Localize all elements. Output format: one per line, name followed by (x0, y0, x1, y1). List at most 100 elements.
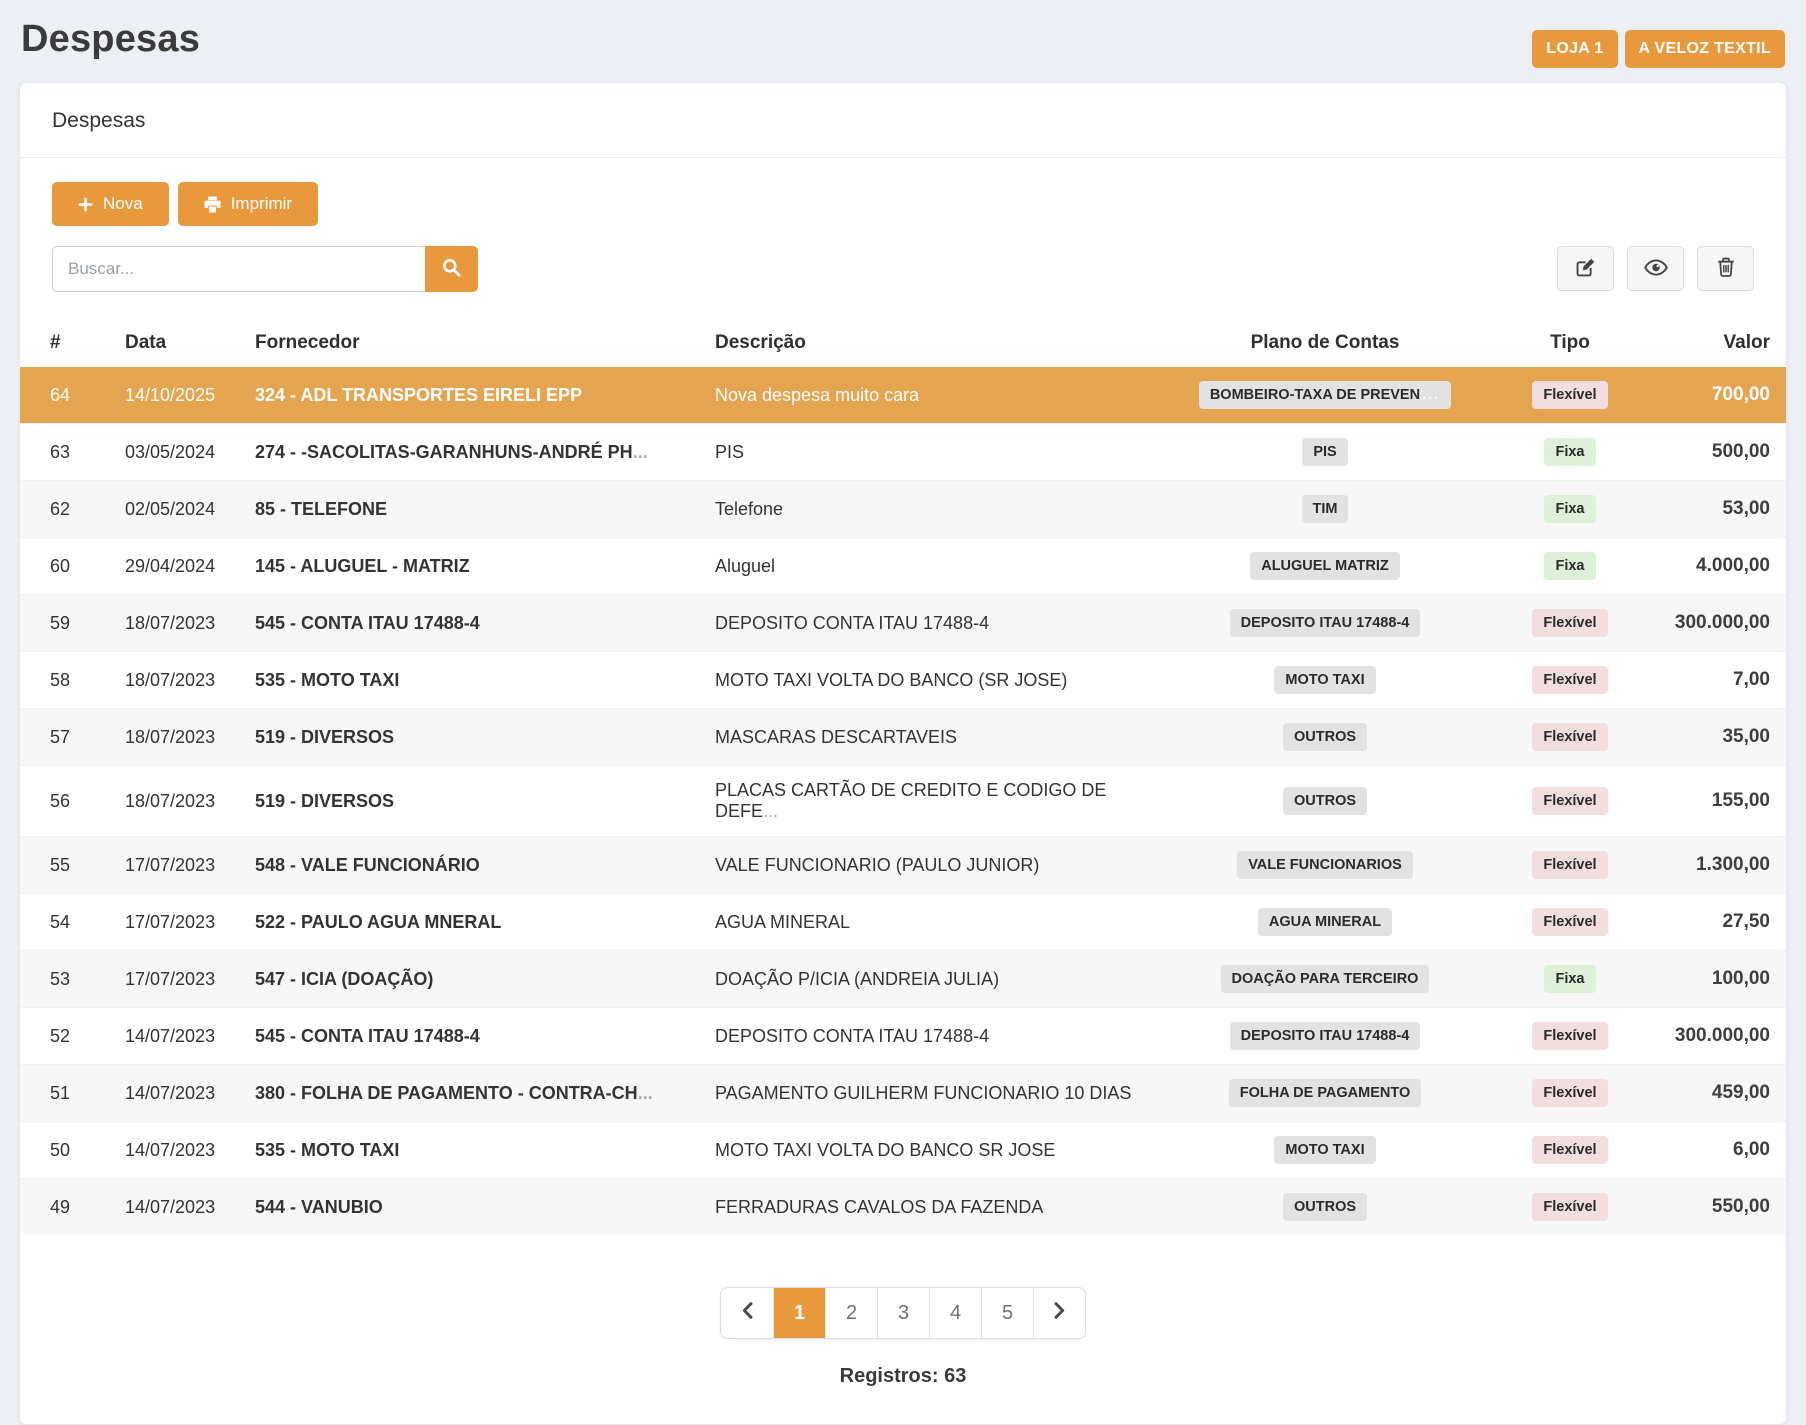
truncation-ellipsis: ... (763, 801, 778, 821)
row-plan-cell: TIM (1155, 481, 1495, 538)
row-plan-cell: AGUA MINERAL (1155, 894, 1495, 951)
column-header-value: Valor (1645, 318, 1786, 367)
table-row[interactable]: 5214/07/2023545 - CONTA ITAU 17488-4DEPO… (20, 1008, 1786, 1065)
plan-badge: ALUGUEL MATRIZ (1250, 552, 1400, 580)
type-badge: Flexível (1532, 1136, 1607, 1164)
row-type-cell: Fixa (1495, 951, 1645, 1008)
truncation-ellipsis: ... (638, 1083, 653, 1103)
row-plan-cell: BOMBEIRO-TAXA DE PREVEN... (1155, 367, 1495, 424)
search-icon (442, 258, 461, 280)
row-id: 50 (20, 1122, 115, 1179)
plus-icon (78, 197, 93, 212)
row-value: 300.000,00 (1645, 1008, 1786, 1065)
row-description: VALE FUNCIONARIO (PAULO JUNIOR) (705, 837, 1155, 894)
row-description: DOAÇÃO P/ICIA (ANDREIA JULIA) (705, 951, 1155, 1008)
plan-badge: AGUA MINERAL (1258, 908, 1392, 936)
table-row[interactable]: 5317/07/2023547 - ICIA (DOAÇÃO)DOAÇÃO P/… (20, 951, 1786, 1008)
pagination-next[interactable] (1033, 1288, 1085, 1338)
column-header-plan: Plano de Contas (1155, 318, 1495, 367)
row-value: 7,00 (1645, 652, 1786, 709)
action-buttons (1557, 246, 1754, 291)
edit-button[interactable] (1557, 246, 1614, 291)
pagination-page-5[interactable]: 5 (981, 1288, 1033, 1338)
row-type-cell: Flexível (1495, 709, 1645, 766)
row-description: Telefone (705, 481, 1155, 538)
row-type-cell: Fixa (1495, 481, 1645, 538)
table-row[interactable]: 4914/07/2023544 - VANUBIOFERRADURAS CAVA… (20, 1179, 1786, 1236)
row-description: PAGAMENTO GUILHERM FUNCIONARIO 10 DIAS (705, 1065, 1155, 1122)
table-row[interactable]: 6029/04/2024145 - ALUGUEL - MATRIZAlugue… (20, 538, 1786, 595)
table-row[interactable]: 5517/07/2023548 - VALE FUNCIONÁRIOVALE F… (20, 837, 1786, 894)
row-type-cell: Flexível (1495, 837, 1645, 894)
row-id: 64 (20, 367, 115, 424)
row-type-cell: Flexível (1495, 1179, 1645, 1236)
table-header-row: #DataFornecedorDescriçãoPlano de ContasT… (20, 318, 1786, 367)
row-date: 17/07/2023 (115, 837, 245, 894)
plan-badge: DOAÇÃO PARA TERCEIRO (1221, 965, 1430, 993)
row-date: 18/07/2023 (115, 595, 245, 652)
table-row[interactable]: 5417/07/2023522 - PAULO AGUA MNERALAGUA … (20, 894, 1786, 951)
toolbar: Nova Imprimir (52, 182, 1754, 226)
table-row[interactable]: 6202/05/202485 - TELEFONETelefoneTIMFixa… (20, 481, 1786, 538)
row-date: 18/07/2023 (115, 652, 245, 709)
table-row[interactable]: 5818/07/2023535 - MOTO TAXIMOTO TAXI VOL… (20, 652, 1786, 709)
delete-button[interactable] (1697, 246, 1754, 291)
pagination-prev[interactable] (721, 1288, 773, 1338)
search-button[interactable] (425, 246, 478, 292)
row-id: 58 (20, 652, 115, 709)
row-description: MASCARAS DESCARTAVEIS (705, 709, 1155, 766)
table-row[interactable]: 5918/07/2023545 - CONTA ITAU 17488-4DEPO… (20, 595, 1786, 652)
row-value: 53,00 (1645, 481, 1786, 538)
pagination-page-4[interactable]: 4 (929, 1288, 981, 1338)
row-description: PLACAS CARTÃO DE CREDITO E CODIGO DE DEF… (705, 766, 1155, 837)
imprimir-button[interactable]: Imprimir (178, 182, 318, 226)
plan-badge: OUTROS (1283, 787, 1367, 815)
eye-icon (1644, 259, 1668, 279)
row-date: 14/07/2023 (115, 1179, 245, 1236)
table-row[interactable]: 5718/07/2023519 - DIVERSOSMASCARAS DESCA… (20, 709, 1786, 766)
row-plan-cell: MOTO TAXI (1155, 652, 1495, 709)
type-badge: Fixa (1544, 438, 1595, 466)
nova-button[interactable]: Nova (52, 182, 169, 226)
page-title: Despesas (21, 18, 200, 61)
row-value: 155,00 (1645, 766, 1786, 837)
plan-badge: DEPOSITO ITAU 17488-4 (1230, 1022, 1421, 1050)
table-row[interactable]: 5618/07/2023519 - DIVERSOSPLACAS CARTÃO … (20, 766, 1786, 837)
records-count: Registros: 63 (20, 1365, 1786, 1388)
column-header-id: # (20, 318, 115, 367)
row-value: 27,50 (1645, 894, 1786, 951)
pagination-page-2[interactable]: 2 (825, 1288, 877, 1338)
search-input[interactable] (52, 246, 425, 292)
row-id: 49 (20, 1179, 115, 1236)
table-row[interactable]: 6303/05/2024274 - -SACOLITAS-GARANHUNS-A… (20, 424, 1786, 481)
table-row[interactable]: 5114/07/2023380 - FOLHA DE PAGAMENTO - C… (20, 1065, 1786, 1122)
column-header-date: Data (115, 318, 245, 367)
row-date: 18/07/2023 (115, 709, 245, 766)
row-description: MOTO TAXI VOLTA DO BANCO (SR JOSE) (705, 652, 1155, 709)
row-id: 52 (20, 1008, 115, 1065)
view-button[interactable] (1627, 246, 1684, 291)
row-supplier: 522 - PAULO AGUA MNERAL (245, 894, 705, 951)
type-badge: Flexível (1532, 381, 1607, 409)
row-id: 55 (20, 837, 115, 894)
row-plan-cell: PIS (1155, 424, 1495, 481)
table-row[interactable]: 6414/10/2025324 - ADL TRANSPORTES EIRELI… (20, 367, 1786, 424)
row-id: 60 (20, 538, 115, 595)
row-value: 700,00 (1645, 367, 1786, 424)
row-description: FERRADURAS CAVALOS DA FAZENDA (705, 1179, 1155, 1236)
row-supplier: 548 - VALE FUNCIONÁRIO (245, 837, 705, 894)
page-header: Despesas LOJA 1 A VELOZ TEXTIL (19, 10, 1787, 82)
pagination-page-3[interactable]: 3 (877, 1288, 929, 1338)
plan-badge: MOTO TAXI (1274, 666, 1375, 694)
store-badge[interactable]: LOJA 1 (1532, 30, 1617, 68)
row-plan-cell: MOTO TAXI (1155, 1122, 1495, 1179)
type-badge: Flexível (1532, 1079, 1607, 1107)
company-badge[interactable]: A VELOZ TEXTIL (1625, 30, 1786, 68)
row-type-cell: Flexível (1495, 595, 1645, 652)
type-badge: Flexível (1532, 908, 1607, 936)
table-row[interactable]: 5014/07/2023535 - MOTO TAXIMOTO TAXI VOL… (20, 1122, 1786, 1179)
type-badge: Flexível (1532, 787, 1607, 815)
row-type-cell: Fixa (1495, 538, 1645, 595)
pagination-page-1[interactable]: 1 (773, 1288, 825, 1338)
type-badge: Flexível (1532, 1022, 1607, 1050)
